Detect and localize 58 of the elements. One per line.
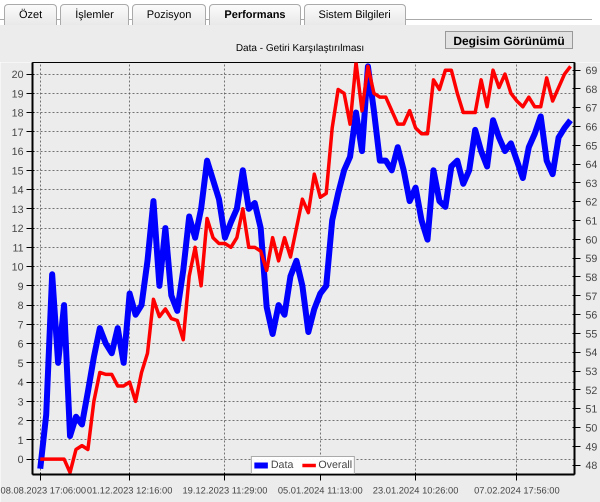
y2-tick-label: 57 bbox=[586, 290, 598, 303]
y2-tick-label: 60 bbox=[586, 234, 598, 246]
y-tick-label: 12 bbox=[12, 223, 24, 236]
text: Özet bbox=[4, 4, 58, 27]
y2-tick-label: 69 bbox=[586, 65, 598, 78]
y-tick-label: 15 bbox=[12, 165, 24, 178]
y-tick-label: 11 bbox=[12, 242, 24, 254]
y-tick-label: 10 bbox=[12, 262, 24, 274]
y2-tick-label: 66 bbox=[586, 121, 598, 134]
x-tick-label: 07.02.2024 17:56:00 bbox=[474, 486, 560, 496]
y-tick-label: 0 bbox=[18, 454, 24, 466]
y2-tick-label: 52 bbox=[586, 384, 598, 397]
legend-label: Data bbox=[270, 459, 294, 471]
y2-tick-label: 61 bbox=[586, 216, 598, 228]
y2-tick-label: 65 bbox=[586, 140, 598, 152]
y-tick-label: 16 bbox=[12, 146, 24, 158]
y-tick-label: 6 bbox=[18, 338, 24, 351]
y-tick-label: 17 bbox=[12, 126, 24, 139]
y2-tick-label: 49 bbox=[586, 441, 598, 454]
y2-tick-label: 48 bbox=[586, 460, 598, 472]
legend-label: Overall bbox=[318, 459, 352, 471]
x-tick-label: 23.01.2024 10:26:00 bbox=[372, 486, 458, 496]
y-tick-label: 7 bbox=[18, 319, 24, 332]
text: İşlemler bbox=[60, 4, 129, 27]
y2-tick-label: 51 bbox=[586, 404, 598, 416]
y2-tick-label: 62 bbox=[586, 196, 598, 209]
y-tick-label: 4 bbox=[18, 377, 24, 390]
text: Degisim Görünümü bbox=[445, 31, 573, 49]
y2-tick-label: 58 bbox=[586, 272, 598, 284]
y-tick-label: 8 bbox=[18, 300, 24, 312]
y-tick-label: 14 bbox=[12, 184, 24, 197]
chart-title: Data - Getiri Karşılaştırılması bbox=[236, 43, 364, 54]
text: Performans bbox=[209, 4, 301, 27]
y-tick-label: 1 bbox=[18, 434, 24, 447]
y-tick-label: 2 bbox=[18, 416, 24, 428]
x-tick-label: 08.08.2023 17:06:00 bbox=[0, 486, 86, 496]
y2-tick-label: 54 bbox=[586, 347, 598, 360]
y-tick-label: 9 bbox=[18, 280, 24, 293]
y2-tick-label: 55 bbox=[586, 328, 598, 340]
y2-tick-label: 53 bbox=[586, 366, 598, 378]
y2-tick-label: 68 bbox=[586, 84, 598, 96]
y2-tick-label: 59 bbox=[586, 253, 598, 266]
text: Sistem Bilgileri bbox=[304, 4, 406, 27]
x-tick-label: 01.12.2023 12:16:00 bbox=[86, 486, 172, 496]
y-tick-label: 19 bbox=[12, 88, 24, 100]
y-tick-label: 18 bbox=[12, 108, 24, 120]
y-tick-label: 3 bbox=[18, 396, 24, 408]
y-tick-label: 5 bbox=[18, 358, 24, 370]
y2-tick-label: 56 bbox=[586, 310, 598, 322]
y2-tick-label: 50 bbox=[586, 422, 598, 434]
text: Pozisyon bbox=[132, 4, 206, 27]
x-tick-label: 05.01.2024 11:13:00 bbox=[278, 486, 363, 496]
x-tick-label: 19.12.2023 11:29:00 bbox=[182, 486, 268, 496]
y2-tick-label: 64 bbox=[586, 159, 598, 172]
y2-tick-label: 63 bbox=[586, 178, 598, 190]
y2-tick-label: 67 bbox=[586, 102, 598, 115]
y-tick-label: 13 bbox=[12, 204, 24, 216]
y-tick-label: 20 bbox=[12, 69, 24, 82]
